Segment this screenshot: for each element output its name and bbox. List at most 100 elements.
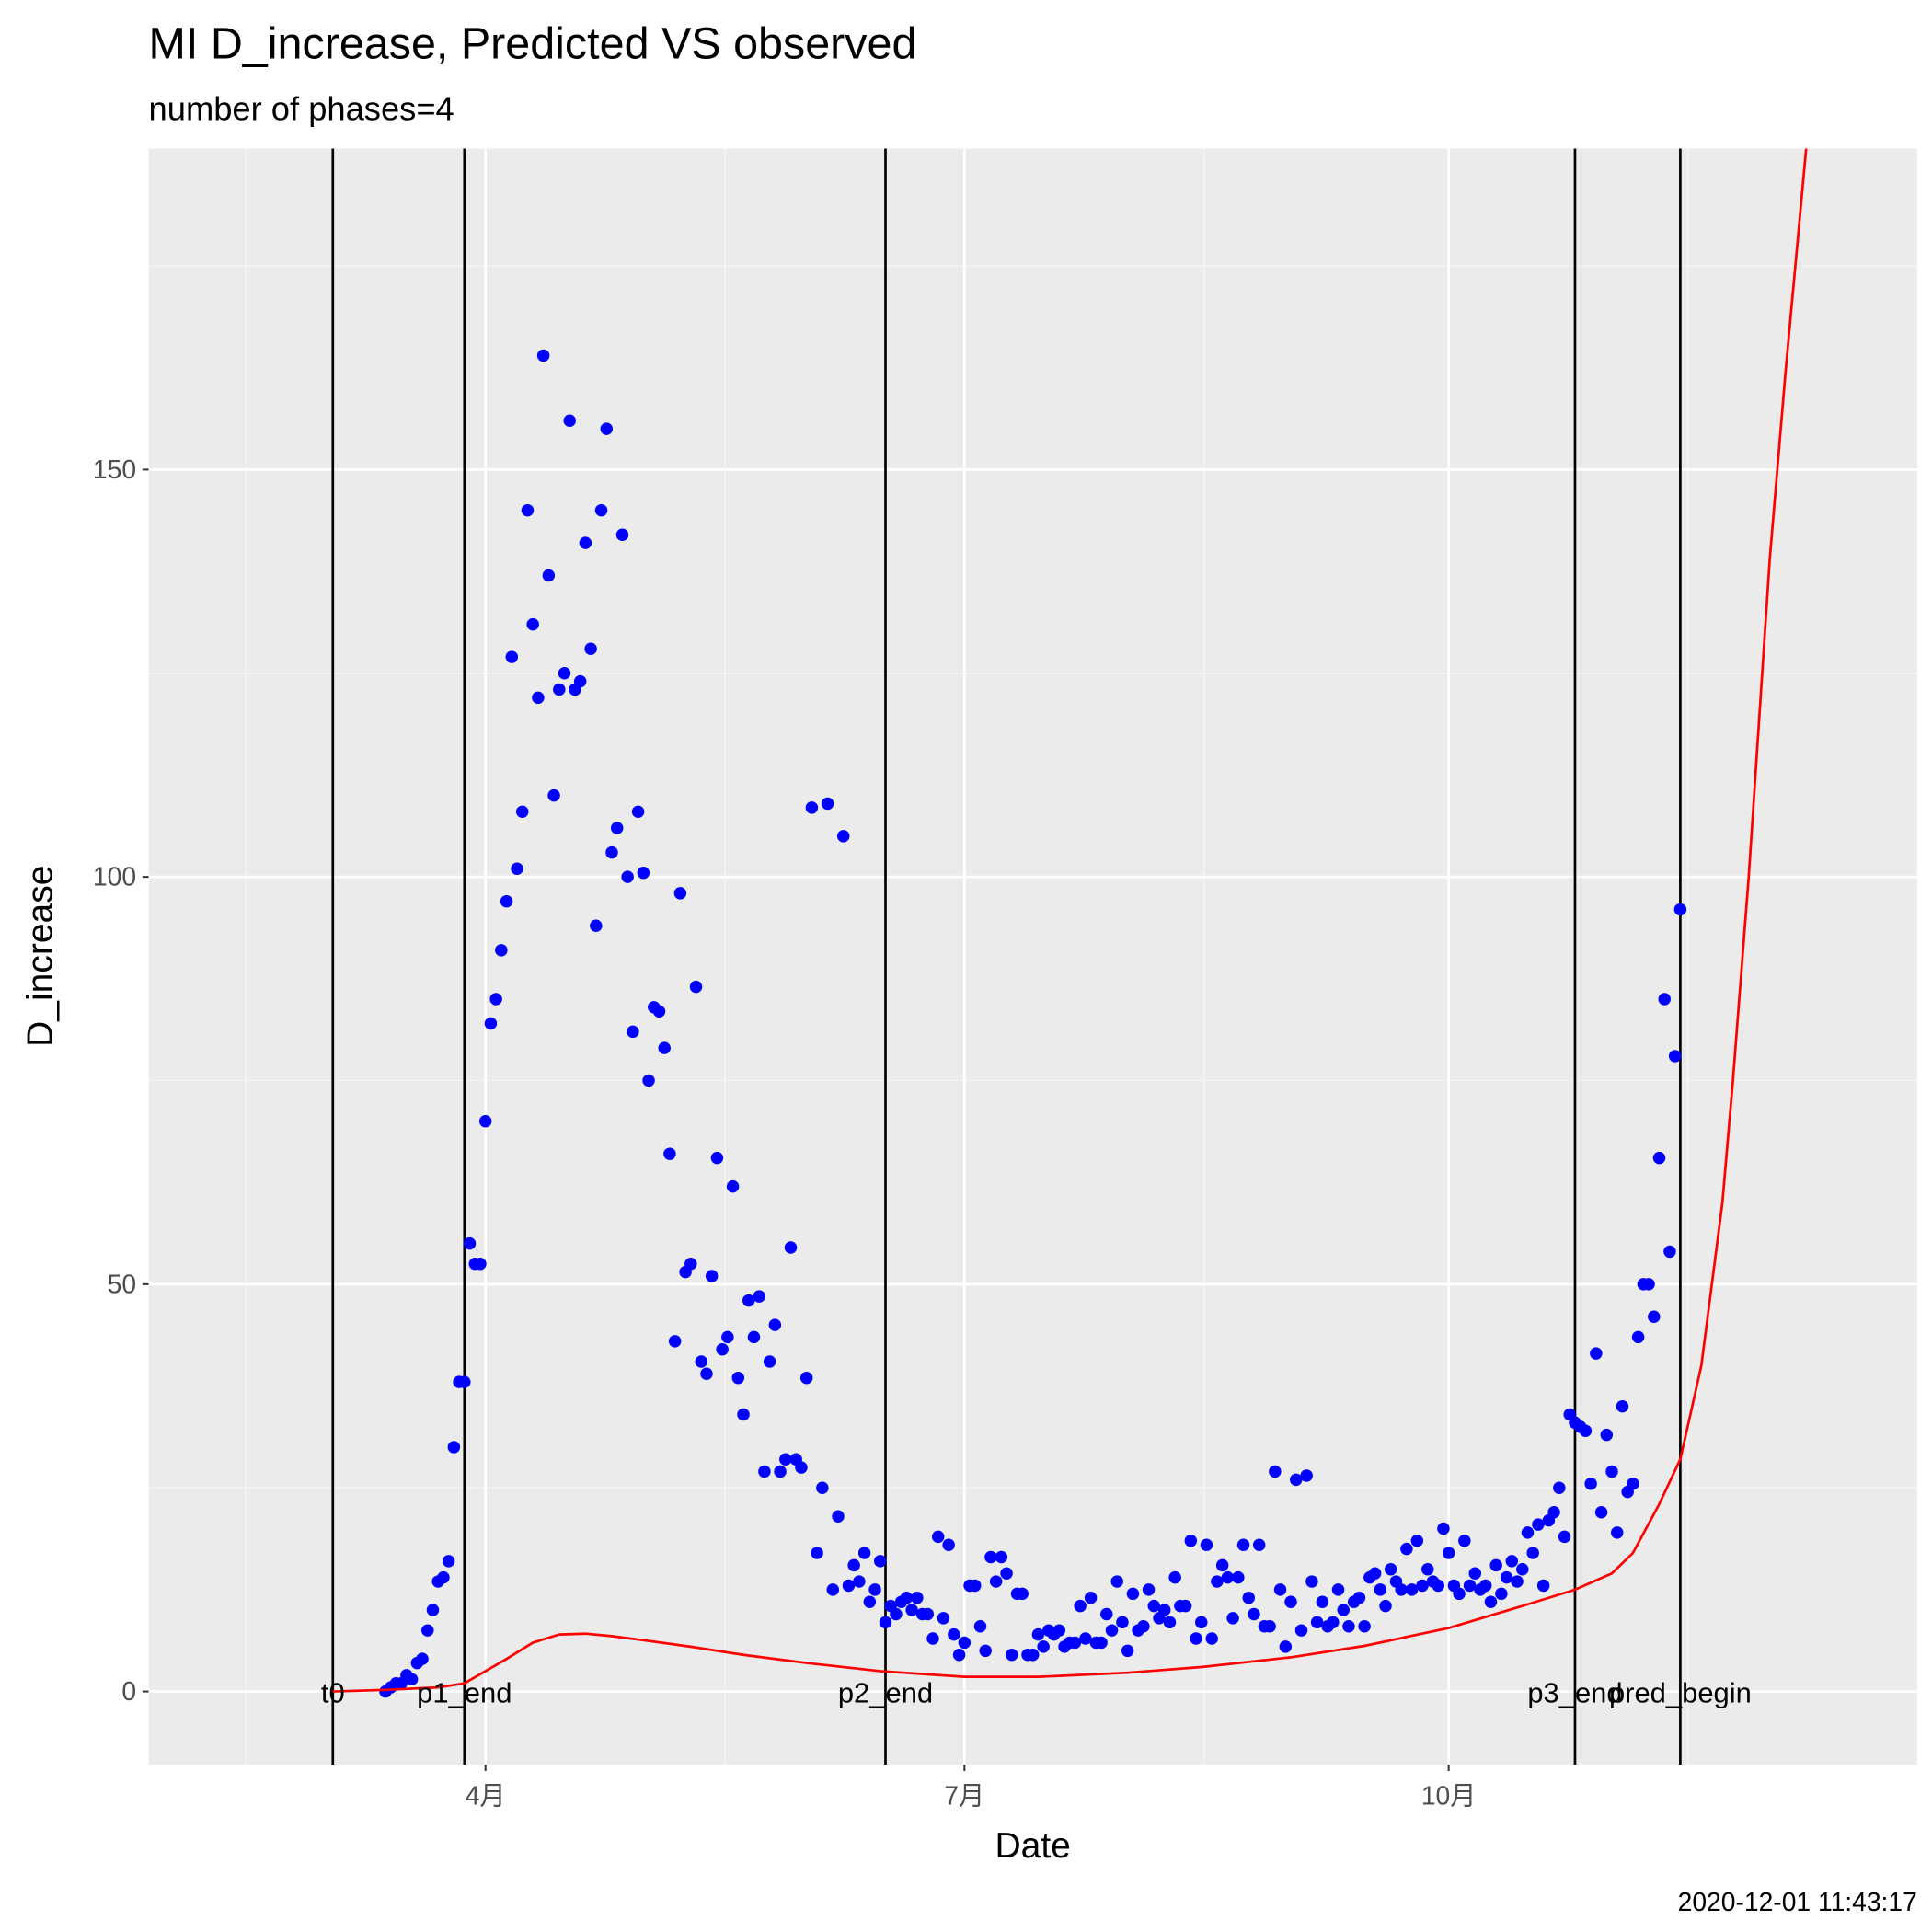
- observed-point: [911, 1592, 924, 1604]
- observed-point: [1442, 1547, 1455, 1559]
- observed-point: [1248, 1607, 1260, 1621]
- observed-point: [1453, 1587, 1466, 1601]
- observed-point: [1590, 1347, 1603, 1360]
- observed-point: [1495, 1587, 1508, 1601]
- observed-point: [447, 1441, 461, 1454]
- observed-point: [1242, 1592, 1255, 1604]
- observed-point: [542, 569, 556, 582]
- observed-point: [879, 1616, 892, 1629]
- observed-point: [721, 1330, 734, 1344]
- observed-point: [716, 1342, 729, 1356]
- observed-point: [931, 1530, 945, 1544]
- observed-point: [563, 414, 576, 428]
- observed-point: [484, 1017, 498, 1030]
- observed-point: [642, 1074, 655, 1087]
- observed-point: [1478, 1579, 1492, 1593]
- observed-point: [1121, 1644, 1134, 1658]
- observed-point: [969, 1579, 982, 1593]
- observed-point: [857, 1547, 871, 1559]
- observed-point: [1405, 1583, 1419, 1596]
- observed-point: [1489, 1558, 1502, 1572]
- observed-point: [689, 980, 703, 994]
- observed-point: [1305, 1575, 1318, 1588]
- observed-point: [521, 503, 535, 517]
- observed-point: [1215, 1558, 1229, 1572]
- observed-point: [1458, 1535, 1471, 1547]
- observed-point: [1505, 1555, 1519, 1568]
- observed-point: [532, 691, 545, 705]
- observed-point: [1157, 1604, 1171, 1616]
- observed-point: [684, 1257, 697, 1271]
- observed-point: [1374, 1583, 1387, 1596]
- observed-point: [474, 1257, 487, 1271]
- observed-point: [1463, 1579, 1477, 1593]
- observed-point: [536, 349, 550, 362]
- observed-point: [631, 805, 645, 819]
- observed-point: [1437, 1522, 1450, 1535]
- observed-point: [863, 1595, 877, 1608]
- observed-point: [627, 1025, 639, 1039]
- observed-point: [1084, 1592, 1098, 1604]
- observed-point: [1095, 1636, 1108, 1650]
- x-tick-label: 10月: [1421, 1780, 1477, 1810]
- observed-point: [1379, 1599, 1392, 1613]
- observed-point: [1516, 1563, 1529, 1576]
- phase-label: p3_end: [1527, 1677, 1622, 1709]
- observed-point: [1137, 1620, 1150, 1633]
- observed-point: [573, 674, 587, 688]
- observed-point: [731, 1371, 745, 1385]
- observed-point: [1484, 1595, 1498, 1608]
- observed-point: [1142, 1583, 1156, 1596]
- observed-point: [753, 1290, 765, 1303]
- observed-point: [1668, 1050, 1682, 1063]
- observed-point: [1200, 1538, 1213, 1551]
- observed-point: [1368, 1567, 1382, 1580]
- observed-point: [1532, 1518, 1545, 1531]
- phase-label: t0: [321, 1677, 345, 1709]
- observed-point: [442, 1555, 455, 1568]
- observed-point: [1147, 1599, 1161, 1613]
- observed-point: [784, 1241, 798, 1254]
- observed-point: [621, 870, 634, 883]
- observed-point: [811, 1547, 823, 1559]
- observed-point: [1511, 1575, 1524, 1588]
- observed-point: [868, 1583, 881, 1596]
- observed-point: [1663, 1245, 1676, 1259]
- observed-point: [1232, 1570, 1245, 1584]
- observed-point: [526, 617, 539, 631]
- observed-point: [805, 801, 819, 814]
- observed-point: [1300, 1469, 1313, 1482]
- observed-point: [1016, 1587, 1029, 1601]
- observed-point: [511, 862, 523, 876]
- observed-point: [874, 1555, 887, 1568]
- observed-point: [1074, 1599, 1087, 1613]
- observed-point: [605, 845, 618, 859]
- observed-point: [952, 1649, 966, 1662]
- observed-point: [1605, 1465, 1618, 1478]
- observed-point: [747, 1330, 761, 1344]
- observed-point: [1068, 1636, 1082, 1650]
- observed-point: [742, 1294, 755, 1307]
- observed-point: [1410, 1535, 1424, 1547]
- observed-point: [1226, 1612, 1239, 1625]
- x-tick-label: 7月: [944, 1780, 984, 1810]
- observed-point: [926, 1632, 939, 1645]
- observed-point: [594, 503, 608, 517]
- observed-point: [1116, 1616, 1129, 1629]
- observed-point: [995, 1550, 1008, 1564]
- observed-point: [505, 650, 519, 663]
- observed-point: [1026, 1649, 1040, 1662]
- observed-point: [1337, 1604, 1350, 1616]
- observed-point: [1252, 1538, 1266, 1551]
- phase-label: p2_end: [838, 1677, 933, 1709]
- observed-point: [673, 887, 687, 900]
- observed-point: [489, 993, 502, 1006]
- observed-point: [989, 1575, 1003, 1588]
- observed-point: [1536, 1579, 1550, 1593]
- x-axis-title: Date: [995, 1826, 1070, 1866]
- observed-point: [421, 1624, 434, 1637]
- observed-point: [984, 1550, 997, 1564]
- observed-point: [1269, 1465, 1282, 1478]
- observed-point: [416, 1652, 429, 1665]
